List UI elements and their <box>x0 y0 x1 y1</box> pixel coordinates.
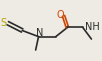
Text: NH: NH <box>85 22 99 32</box>
Text: N: N <box>36 28 43 38</box>
Text: O: O <box>56 10 64 20</box>
Text: S: S <box>1 18 7 28</box>
